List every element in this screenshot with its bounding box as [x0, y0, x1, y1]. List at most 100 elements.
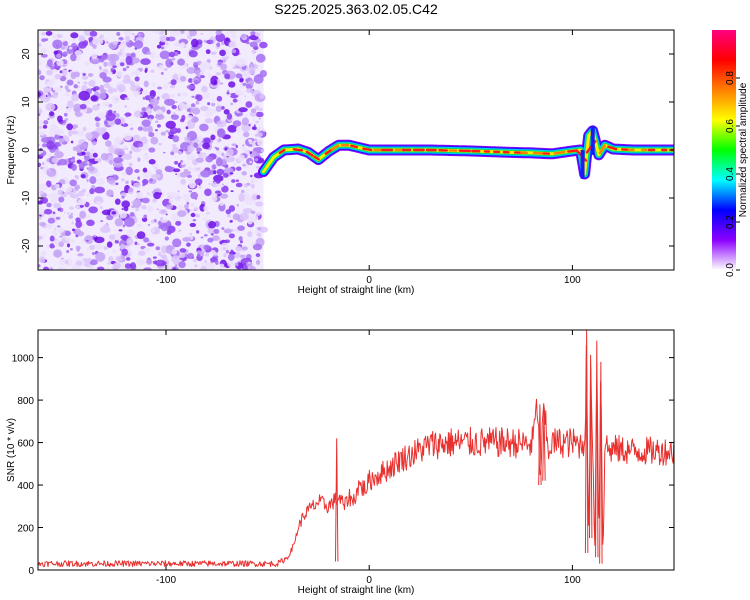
noise-blob: [242, 163, 246, 167]
noise-blob: [142, 127, 149, 132]
noise-blob: [135, 207, 140, 212]
noise-blob: [186, 201, 190, 205]
noise-blob: [65, 118, 69, 121]
noise-blob: [88, 165, 95, 172]
noise-blob: [203, 234, 208, 237]
noise-blob: [56, 34, 63, 39]
noise-blob: [82, 257, 88, 262]
noise-blob: [97, 103, 100, 106]
snr-x-label: Height of straight line (km): [298, 585, 415, 596]
x-tick-label: 0: [366, 275, 372, 286]
noise-blob: [72, 124, 79, 129]
noise-blob: [38, 69, 42, 76]
noise-blob: [148, 191, 154, 198]
noise-blob: [153, 191, 161, 200]
noise-blob: [186, 84, 196, 90]
tone-hot: [278, 148, 286, 155]
noise-blob: [207, 102, 211, 106]
noise-blob: [198, 135, 204, 142]
noise-blob: [202, 91, 211, 100]
noise-blob: [189, 232, 193, 236]
noise-blob: [199, 61, 212, 70]
noise-blob: [225, 249, 229, 254]
noise-blob: [91, 53, 98, 60]
noise-blob: [256, 232, 262, 237]
noise-blob: [109, 159, 113, 165]
noise-blob: [152, 30, 162, 34]
noise-blob: [165, 245, 173, 254]
noise-blob: [68, 129, 73, 133]
noise-blob: [195, 100, 200, 105]
noise-blob: [143, 247, 151, 253]
noise-blob: [258, 117, 261, 120]
noise-blob: [58, 241, 64, 248]
noise-blob: [48, 131, 56, 136]
noise-blob: [129, 150, 133, 154]
noise-blob: [248, 139, 253, 145]
noise-blob: [146, 205, 154, 212]
noise-blob: [117, 39, 121, 42]
noise-blob: [200, 253, 203, 257]
noise-blob: [188, 190, 193, 193]
snr-spike: [542, 408, 546, 481]
noise-blob: [148, 147, 156, 153]
noise-blob: [241, 189, 245, 194]
noise-blob: [108, 255, 114, 263]
noise-blob: [47, 118, 50, 120]
noise-blob: [70, 42, 78, 51]
noise-blob: [169, 127, 179, 134]
noise-blob: [130, 180, 135, 184]
noise-blob: [204, 253, 210, 257]
noise-blob: [92, 152, 98, 158]
spectrogram-x-label: Height of straight line (km): [298, 285, 415, 296]
noise-blob: [63, 119, 67, 123]
noise-blob: [121, 123, 124, 127]
noise-blob: [219, 49, 226, 57]
noise-blob: [215, 184, 220, 187]
noise-blob: [202, 142, 211, 150]
noise-blob: [192, 218, 197, 222]
noise-blob: [259, 41, 268, 49]
noise-blob: [61, 69, 68, 77]
noise-blob: [147, 125, 153, 134]
noise-blob: [59, 258, 67, 266]
y-tick-label: 400: [17, 481, 34, 492]
noise-blob: [142, 154, 150, 160]
spectrogram-y-label: Frequency (Hz): [6, 116, 17, 185]
noise-blob: [142, 216, 145, 219]
noise-blob: [229, 217, 234, 221]
noise-blob: [54, 227, 57, 230]
noise-blob: [231, 179, 236, 183]
noise-blob: [241, 146, 247, 151]
noise-blob: [134, 169, 140, 173]
noise-blob: [38, 108, 43, 114]
noise-blob: [177, 150, 183, 155]
noise-blob: [43, 120, 49, 125]
noise-blob: [171, 146, 180, 153]
noise-blob: [113, 157, 123, 164]
noise-blob: [136, 231, 146, 240]
noise-blob: [69, 206, 74, 210]
noise-blob: [193, 79, 199, 85]
noise-blob: [221, 227, 225, 230]
noise-blob: [97, 157, 102, 163]
noise-blob: [259, 107, 263, 111]
noise-blob: [229, 172, 234, 175]
noise-blob: [111, 249, 117, 254]
noise-blob: [232, 120, 242, 127]
noise-blob: [45, 94, 48, 98]
noise-blob: [232, 213, 241, 221]
noise-blob: [111, 211, 117, 215]
snr-spike: [599, 361, 603, 564]
noise-blob: [69, 193, 80, 199]
noise-blob: [201, 85, 208, 93]
noise-blob: [140, 58, 151, 66]
noise-blob: [193, 258, 197, 263]
noise-blob: [114, 198, 121, 205]
noise-blob: [222, 59, 227, 63]
noise-blob: [63, 211, 66, 214]
noise-blob: [136, 223, 143, 228]
noise-blob: [218, 184, 224, 188]
noise-blob: [215, 72, 222, 76]
noise-blob: [89, 30, 98, 37]
